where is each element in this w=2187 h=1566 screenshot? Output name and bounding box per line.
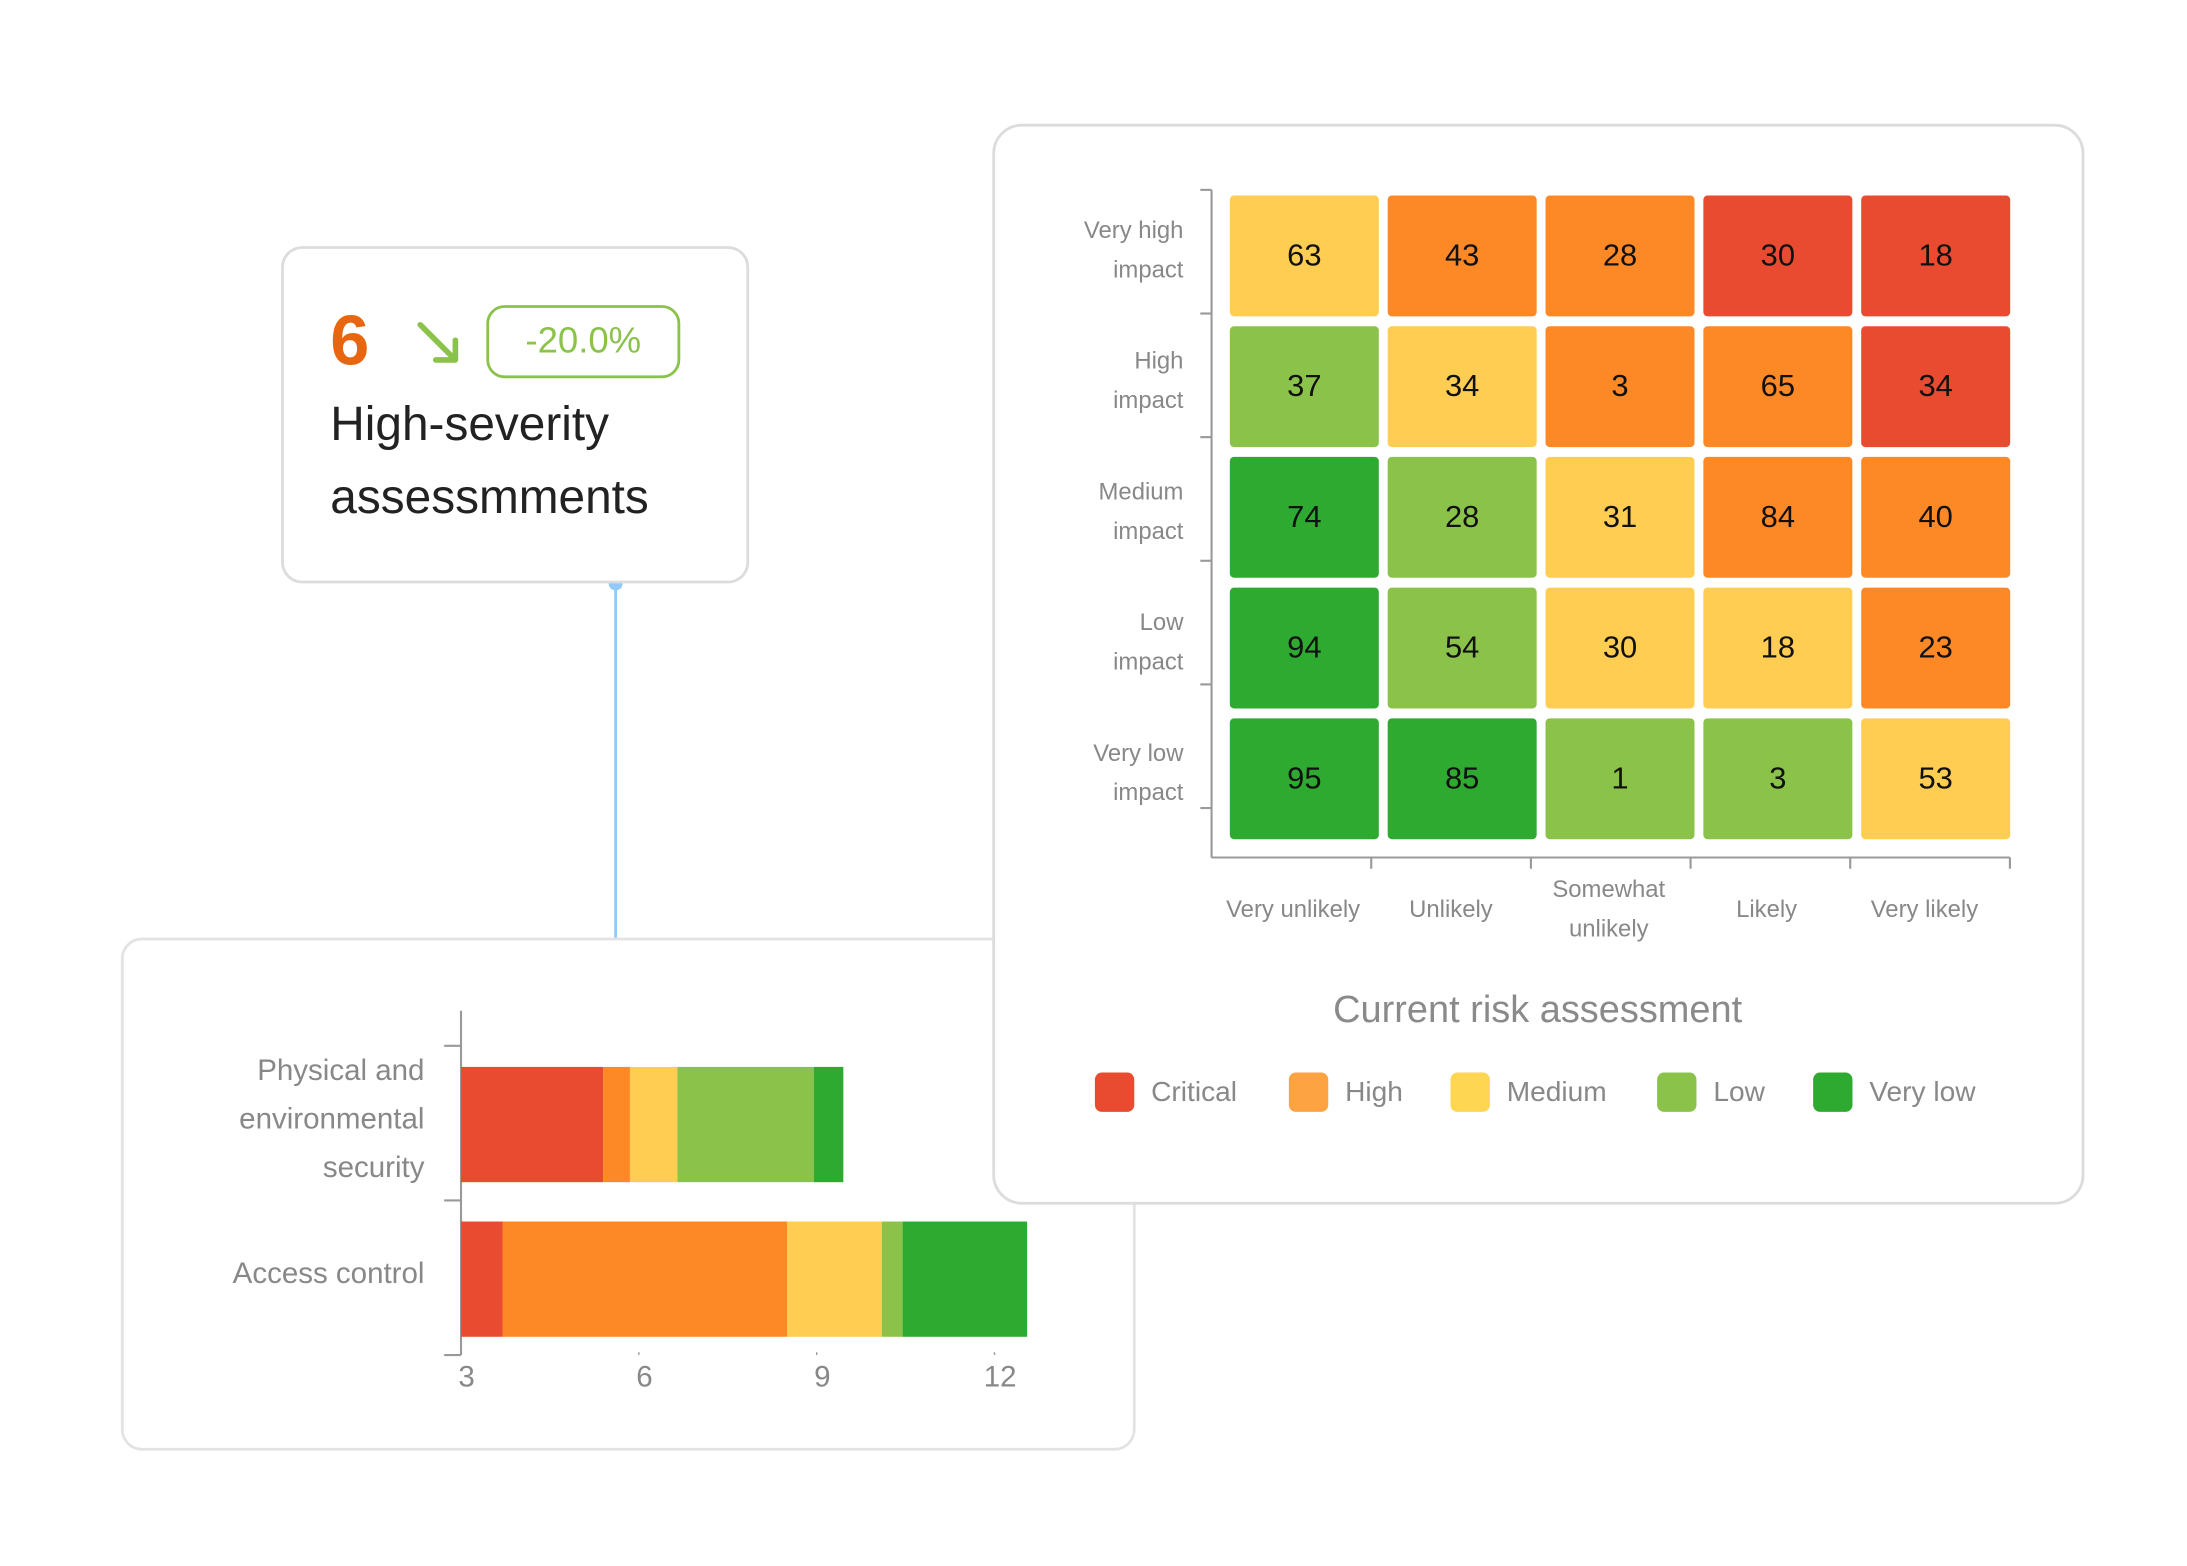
cell-label: 63 xyxy=(1287,238,1321,273)
cell-label: 3 xyxy=(1611,368,1628,403)
cell-label: 43 xyxy=(1445,238,1479,273)
heat-cell xyxy=(1861,326,2011,448)
heat-cell xyxy=(1545,718,1695,840)
heat-cell xyxy=(1387,587,1537,709)
change-pill xyxy=(486,305,681,379)
cell-label: 54 xyxy=(1445,630,1479,665)
cell-label: 53 xyxy=(1918,760,1952,795)
cell-label: 85 xyxy=(1445,760,1479,795)
bar-segment xyxy=(502,1221,788,1337)
y-tick-label: High impact xyxy=(1113,348,1184,414)
kpi-label: High-severity xyxy=(330,398,609,451)
cell-label: 28 xyxy=(1603,238,1637,273)
bar-segment xyxy=(603,1066,630,1183)
bar-segment xyxy=(677,1066,814,1183)
x-tick-label: 3 xyxy=(458,1361,474,1394)
x-tick-label: 9 xyxy=(814,1361,830,1394)
legend-swatch xyxy=(1450,1072,1490,1112)
heat-cell xyxy=(1545,195,1695,317)
cell-label: 74 xyxy=(1287,499,1321,534)
heat-cell xyxy=(1861,718,2011,840)
legend-label: Medium xyxy=(1507,1076,1607,1107)
legend-swatch xyxy=(1288,1072,1329,1112)
heat-cell xyxy=(1861,195,2011,317)
cell-label: 65 xyxy=(1761,368,1795,403)
heat-cell xyxy=(1861,456,2011,578)
cell-label: 31 xyxy=(1603,499,1637,534)
cell-label: 84 xyxy=(1761,499,1795,534)
cell-label: 95 xyxy=(1287,760,1321,795)
bar-segment xyxy=(787,1221,882,1337)
x-tick-label: Very likely xyxy=(1871,896,1979,923)
trend-arrow xyxy=(417,321,459,363)
cell-label: 30 xyxy=(1761,238,1795,273)
legend-label: Very low xyxy=(1869,1076,1976,1107)
heat-cell xyxy=(1229,587,1379,709)
bar-segment xyxy=(902,1221,1028,1337)
cell-label: 40 xyxy=(1918,499,1952,534)
kpi-label: assessmments xyxy=(330,471,649,524)
bar-segment xyxy=(813,1066,844,1183)
cell-label: 30 xyxy=(1603,630,1637,665)
y-tick-label: Physical and environmental security xyxy=(239,1054,425,1184)
heat-cell xyxy=(1229,456,1379,578)
y-tick-label: Access control xyxy=(233,1257,425,1290)
x-tick-label: Likely xyxy=(1736,896,1797,923)
x-tick-label: Unlikely xyxy=(1409,896,1493,923)
heat-cell xyxy=(1703,587,1853,709)
heat-cell xyxy=(1703,718,1853,840)
heat-cell xyxy=(1387,195,1537,317)
cell-label: 1 xyxy=(1611,760,1628,795)
x-tick-label: 12 xyxy=(984,1361,1017,1394)
cell-label: 34 xyxy=(1445,368,1479,403)
cell-label: 23 xyxy=(1918,630,1952,665)
cell-label: 34 xyxy=(1918,368,1952,403)
kpi-change: -20.0% xyxy=(525,320,641,361)
y-tick-label: Very low impact xyxy=(1093,740,1184,806)
cell-label: 28 xyxy=(1445,499,1479,534)
y-tick-label: Medium impact xyxy=(1099,479,1184,545)
heat-cell xyxy=(1229,195,1379,317)
bar-segment xyxy=(461,1221,503,1337)
x-tick-label: 6 xyxy=(636,1361,652,1394)
heat-cell xyxy=(1861,587,2011,709)
heat-cell xyxy=(1545,456,1695,578)
heatmap: Very high impact 63 43 28 30 18 High impact 37 34 3… xyxy=(1084,188,2011,1112)
heat-cell xyxy=(1387,718,1537,840)
cell-label: 37 xyxy=(1287,368,1321,403)
chart-title: Current risk assessment xyxy=(1333,989,1742,1031)
y-tick-label: Very high impact xyxy=(1084,217,1184,283)
bar-segment xyxy=(881,1221,903,1337)
legend-swatch xyxy=(1813,1072,1853,1112)
heat-cell xyxy=(1703,456,1853,578)
heat-cell xyxy=(1703,195,1853,317)
bar-segment xyxy=(629,1066,678,1183)
heat-cell xyxy=(1229,718,1379,840)
heat-cell xyxy=(1545,587,1695,709)
legend-label: Low xyxy=(1713,1076,1765,1107)
bar-segment xyxy=(461,1066,604,1183)
x-tick-label: Very unlikely xyxy=(1226,896,1360,923)
heat-cell xyxy=(1703,326,1853,448)
kpi-value: 6 xyxy=(330,300,369,379)
bar-card xyxy=(120,937,1136,1451)
x-tick-label: Somewhat unlikely xyxy=(1552,877,1665,943)
y-tick-label: Low impact xyxy=(1113,609,1184,675)
bar-chart: Physical and environmental security Access … xyxy=(233,1010,1028,1394)
legend-label: High xyxy=(1345,1076,1403,1107)
legend-swatch xyxy=(1094,1072,1135,1112)
legend-swatch xyxy=(1657,1072,1697,1112)
cell-label: 94 xyxy=(1287,630,1321,665)
cell-label: 18 xyxy=(1918,238,1952,273)
heat-cell xyxy=(1387,456,1537,578)
heat-cell xyxy=(1545,326,1695,448)
cell-label: 18 xyxy=(1761,630,1795,665)
heat-cell xyxy=(1387,326,1537,448)
heat-cell xyxy=(1229,326,1379,448)
cell-label: 3 xyxy=(1769,760,1786,795)
legend-label: Critical xyxy=(1151,1076,1237,1107)
